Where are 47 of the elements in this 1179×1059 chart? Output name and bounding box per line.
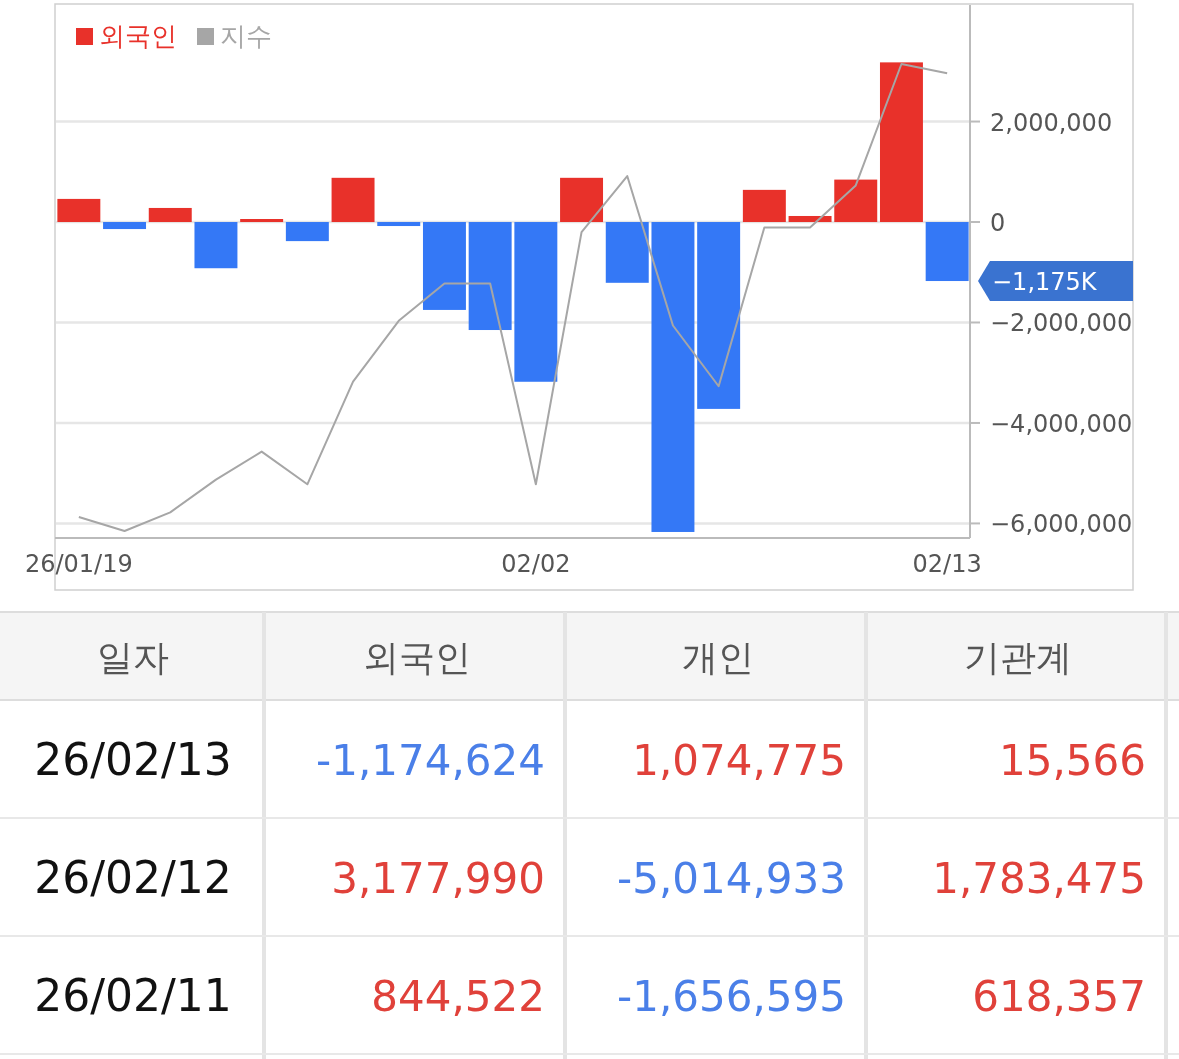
bar: [742, 189, 786, 223]
text: 3,177,990: [331, 854, 545, 903]
bar: [605, 222, 649, 283]
legend-label: 외국인: [99, 21, 177, 51]
y-tick-label: −6,000,000: [990, 510, 1133, 539]
text: −1,175K: [992, 268, 1098, 297]
text: 1,074,775: [632, 736, 846, 785]
bar: [834, 179, 878, 223]
text: -5,014,933: [617, 854, 846, 903]
bar: [422, 222, 466, 310]
bar: [148, 207, 192, 223]
bar: [697, 222, 741, 409]
text: 26/02/12: [34, 852, 232, 903]
text: 26/02/11: [34, 970, 232, 1021]
x-tick-label: 02/02: [501, 550, 571, 578]
text: -1,174,624: [316, 736, 545, 785]
bar: [879, 62, 923, 223]
bar: [651, 222, 695, 532]
y-tick-label: −4,000,000: [990, 409, 1133, 438]
bar: [925, 222, 969, 282]
category-label: 외국인: [362, 637, 471, 678]
category-label: 기관계: [964, 637, 1072, 678]
y-tick-label: 0: [990, 209, 1006, 238]
text: -1,656,595: [617, 972, 846, 1021]
legend-label: 지수: [220, 21, 272, 51]
text: 1,783,475: [932, 854, 1146, 903]
category-label: 개인: [681, 637, 754, 678]
text: 844,522: [371, 972, 545, 1021]
bar: [57, 198, 101, 223]
text: 15,566: [999, 736, 1146, 785]
bar: [103, 222, 147, 230]
y-tick-label: 2,000,000: [990, 108, 1113, 137]
bar: [377, 222, 421, 227]
bar: [560, 177, 604, 223]
bar: [514, 222, 558, 382]
bar: [194, 222, 238, 269]
bar: [788, 215, 832, 223]
bar: [468, 222, 512, 331]
category-label: 일자: [97, 637, 169, 678]
bar: [285, 222, 329, 242]
bar: [331, 177, 375, 223]
bar: [240, 219, 284, 223]
y-tick-label: −2,000,000: [990, 309, 1133, 338]
x-tick-label: 02/13: [912, 550, 982, 578]
x-tick-label: 26/01/19: [24, 550, 133, 578]
text: 26/02/13: [34, 734, 232, 785]
text: 618,357: [972, 972, 1146, 1021]
